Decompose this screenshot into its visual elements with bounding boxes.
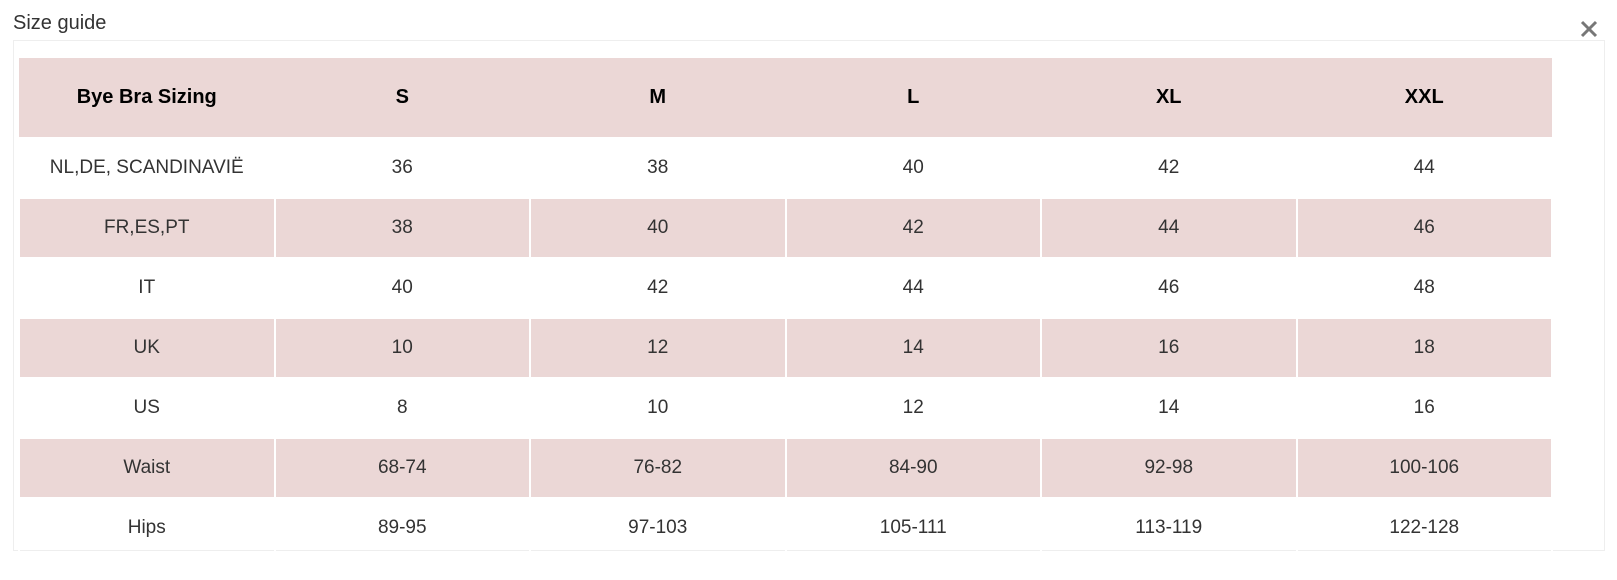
table-cell: 38: [529, 137, 787, 199]
row-label: US: [18, 377, 276, 439]
table-cell: 18: [1295, 317, 1553, 379]
table-cell: 42: [1040, 137, 1298, 199]
table-cell: 44: [784, 257, 1042, 319]
table-cell: 76-82: [529, 437, 787, 499]
table-cell: 84-90: [784, 437, 1042, 499]
table-cell: 14: [1040, 377, 1298, 439]
table-cell: 8: [273, 377, 531, 439]
table-cell: 16: [1295, 377, 1553, 439]
column-header: S: [274, 58, 530, 138]
close-button[interactable]: [1580, 20, 1598, 38]
row-label: UK: [18, 317, 276, 379]
table-cell: 40: [784, 137, 1042, 199]
table-cell: 12: [529, 317, 787, 379]
table-cell: 100-106: [1295, 437, 1553, 499]
table-cell: 16: [1040, 317, 1298, 379]
table-cell: 113-119: [1040, 497, 1298, 559]
table-cell: 42: [784, 197, 1042, 259]
table-cell: 46: [1040, 257, 1298, 319]
table-row: NL,DE, SCANDINAVIË 36 38 40 42 44: [18, 137, 1553, 199]
column-header: XL: [1041, 58, 1297, 138]
table-cell: 48: [1295, 257, 1553, 319]
row-label: FR,ES,PT: [18, 197, 276, 259]
table-cell: 105-111: [784, 497, 1042, 559]
column-header: M: [530, 58, 786, 138]
row-label: Waist: [18, 437, 276, 499]
table-row: Waist 68-74 76-82 84-90 92-98 100-106: [18, 437, 1553, 499]
row-label: NL,DE, SCANDINAVIË: [18, 137, 276, 199]
table-row: Hips 89-95 97-103 105-111 113-119 122-128: [18, 497, 1553, 559]
table-cell: 44: [1295, 137, 1553, 199]
table-row: US 8 10 12 14 16: [18, 377, 1553, 439]
column-header: L: [785, 58, 1041, 138]
table-cell: 89-95: [273, 497, 531, 559]
table-cell: 38: [273, 197, 531, 259]
header-row: Bye Bra Sizing S M L XL XXL: [19, 58, 1552, 138]
table-cell: 12: [784, 377, 1042, 439]
table-row: UK 10 12 14 16 18: [18, 317, 1553, 379]
column-header: Bye Bra Sizing: [19, 58, 275, 138]
table-cell: 97-103: [529, 497, 787, 559]
table-cell: 40: [273, 257, 531, 319]
size-table: Bye Bra Sizing S M L XL XXL NL,DE, SCANDINAVI…: [18, 58, 1553, 559]
table-cell: 46: [1295, 197, 1553, 259]
row-label: IT: [18, 257, 276, 319]
row-label: Hips: [18, 497, 276, 559]
table-cell: 68-74: [273, 437, 531, 499]
table-cell: 10: [273, 317, 531, 379]
table-cell: 10: [529, 377, 787, 439]
table-cell: 122-128: [1295, 497, 1553, 559]
table-cell: 42: [529, 257, 787, 319]
close-icon-stroke: [1580, 20, 1598, 38]
table-row: FR,ES,PT 38 40 42 44 46: [18, 197, 1553, 259]
dialog-title: Size guide: [13, 12, 107, 34]
table-cell: 40: [529, 197, 787, 259]
table-cell: 44: [1040, 197, 1298, 259]
table-cell: 14: [784, 317, 1042, 379]
table-cell: 36: [273, 137, 531, 199]
column-header: XXL: [1296, 58, 1552, 138]
table-row: IT 40 42 44 46 48: [18, 257, 1553, 319]
table-cell: 92-98: [1040, 437, 1298, 499]
